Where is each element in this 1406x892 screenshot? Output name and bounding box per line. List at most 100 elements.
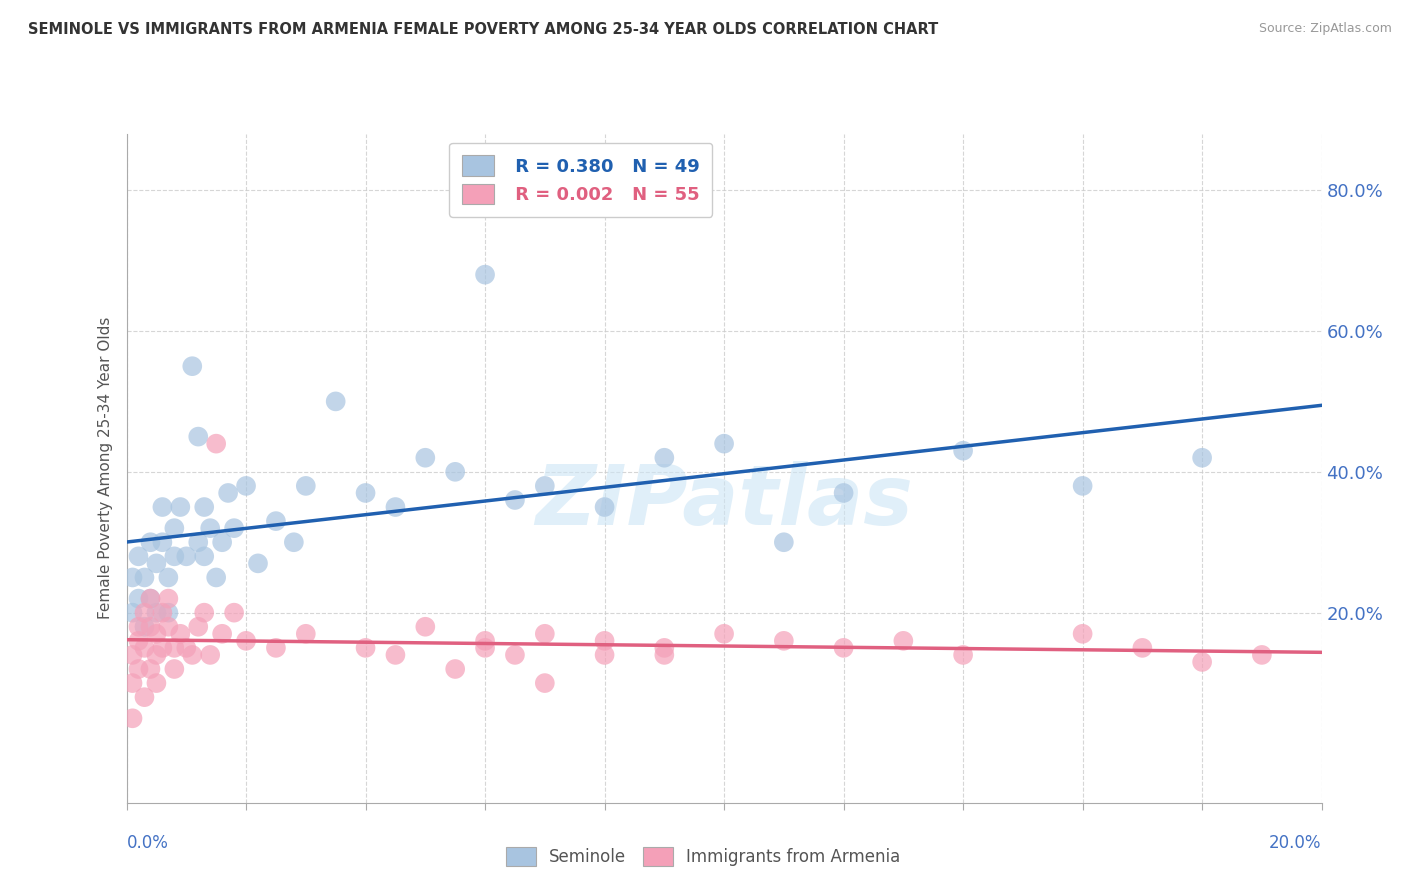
Point (503, 648, 526, 662)
Point (152, 535, 174, 549)
Point (222, 606, 246, 620)
Point (145, 606, 167, 620)
Point (181, 648, 204, 662)
Text: 0.0%: 0.0% (127, 834, 169, 852)
Point (593, 648, 616, 662)
Point (325, 394, 347, 409)
Point (152, 606, 174, 620)
Point (593, 500, 616, 514)
Point (127, 662, 149, 676)
Point (503, 493, 526, 508)
Point (121, 648, 143, 662)
Point (217, 486, 239, 500)
Point (157, 591, 180, 606)
Point (145, 557, 167, 571)
Point (200, 521, 222, 535)
Point (773, 535, 796, 549)
Point (139, 662, 162, 676)
Point (247, 557, 270, 571)
Point (384, 500, 406, 514)
Point (127, 591, 149, 606)
Point (139, 591, 162, 606)
Point (354, 486, 377, 500)
Point (157, 570, 180, 584)
Point (134, 606, 156, 620)
Point (211, 535, 233, 549)
Point (773, 633, 796, 648)
Point (139, 535, 162, 549)
Point (235, 479, 257, 493)
Point (211, 627, 233, 641)
Point (134, 620, 156, 634)
Point (127, 633, 149, 648)
Point (534, 676, 557, 690)
Point (121, 711, 143, 725)
Point (283, 535, 305, 549)
Point (152, 640, 174, 655)
Point (145, 627, 167, 641)
Point (1191, 450, 1213, 465)
Point (952, 648, 974, 662)
Point (134, 640, 156, 655)
Point (193, 500, 215, 514)
Point (200, 648, 222, 662)
Point (713, 436, 735, 450)
Point (174, 549, 197, 564)
Point (145, 648, 167, 662)
Point (415, 620, 437, 634)
Point (294, 627, 316, 641)
Point (235, 633, 257, 648)
Point (121, 570, 143, 584)
Point (294, 479, 316, 493)
Point (139, 620, 162, 634)
Point (205, 570, 228, 584)
Point (163, 640, 186, 655)
Point (121, 606, 143, 620)
Legend: Seminole, Immigrants from Armenia: Seminole, Immigrants from Armenia (498, 838, 908, 875)
Point (163, 521, 186, 535)
Point (145, 676, 167, 690)
Point (187, 620, 209, 634)
Point (134, 690, 156, 705)
Text: SEMINOLE VS IMMIGRANTS FROM ARMENIA FEMALE POVERTY AMONG 25-34 YEAR OLDS CORRELA: SEMINOLE VS IMMIGRANTS FROM ARMENIA FEMA… (28, 22, 938, 37)
Point (832, 486, 855, 500)
Point (1071, 627, 1094, 641)
Point (384, 648, 406, 662)
Text: 20.0%: 20.0% (1270, 834, 1322, 852)
Point (952, 443, 974, 458)
Point (264, 514, 287, 528)
Point (152, 500, 174, 514)
Point (354, 640, 377, 655)
Text: Source: ZipAtlas.com: Source: ZipAtlas.com (1258, 22, 1392, 36)
Point (893, 633, 915, 648)
Point (127, 549, 149, 564)
Point (415, 450, 437, 465)
Point (169, 500, 191, 514)
Point (593, 633, 616, 648)
Point (652, 640, 675, 655)
Point (134, 570, 156, 584)
Legend:  R = 0.380   N = 49,  R = 0.002   N = 55: R = 0.380 N = 49, R = 0.002 N = 55 (449, 143, 713, 217)
Y-axis label: Female Poverty Among 25-34 Year Olds: Female Poverty Among 25-34 Year Olds (97, 318, 112, 619)
Point (444, 465, 467, 479)
Point (157, 620, 180, 634)
Point (139, 591, 162, 606)
Point (444, 662, 467, 676)
Point (1130, 640, 1153, 655)
Point (157, 606, 180, 620)
Point (222, 521, 246, 535)
Point (121, 676, 143, 690)
Point (1071, 479, 1094, 493)
Point (713, 627, 735, 641)
Point (1251, 648, 1274, 662)
Point (474, 268, 496, 282)
Point (193, 606, 215, 620)
Point (181, 359, 204, 374)
Point (163, 662, 186, 676)
Point (652, 648, 675, 662)
Point (163, 549, 186, 564)
Point (205, 436, 228, 450)
Point (187, 535, 209, 549)
Point (1191, 655, 1213, 669)
Point (832, 640, 855, 655)
